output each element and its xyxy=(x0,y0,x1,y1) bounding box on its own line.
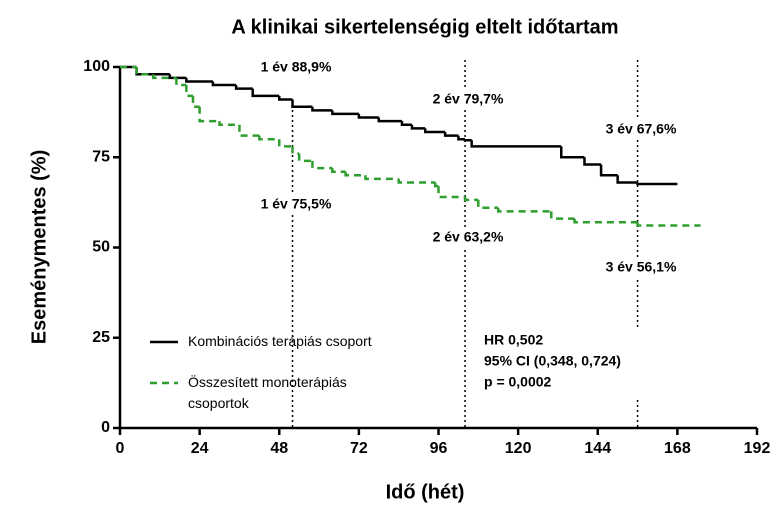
km-step xyxy=(496,207,552,213)
km-step xyxy=(443,131,459,137)
km-step xyxy=(573,218,638,224)
x-tick-label: 120 xyxy=(505,440,532,457)
x-axis-label: Idő (hét) xyxy=(386,481,465,503)
x-tick-label: 96 xyxy=(430,440,448,457)
x-tick-label: 144 xyxy=(584,440,611,457)
km-step xyxy=(560,146,585,159)
x-tick-label: 168 xyxy=(664,440,691,457)
km-step xyxy=(344,171,366,177)
x-tick-label: 48 xyxy=(270,440,288,457)
legend-label: Kombinációs terápiás csoport xyxy=(188,333,372,349)
x-tick-label: 0 xyxy=(116,440,125,457)
km-step xyxy=(636,222,701,227)
km-step xyxy=(135,67,154,76)
annotation-bg xyxy=(593,258,689,278)
km-step xyxy=(477,199,499,210)
km-step xyxy=(198,106,220,123)
km-step xyxy=(463,196,479,202)
km-step xyxy=(211,81,237,87)
y-tick-label: 50 xyxy=(92,239,110,256)
km-step xyxy=(297,153,313,163)
annotation-bg xyxy=(593,120,689,140)
km-step xyxy=(251,88,280,98)
km-step xyxy=(311,160,333,170)
km-step xyxy=(583,157,602,166)
km-step xyxy=(291,146,300,155)
km-step xyxy=(175,77,187,87)
km-step xyxy=(234,85,253,90)
x-tick-label: 24 xyxy=(191,440,209,457)
stat-text: 95% CI (0,348, 0,724) xyxy=(484,353,621,369)
stat-text: p = 0,0002 xyxy=(484,374,552,390)
km-step xyxy=(331,110,359,116)
km-step xyxy=(457,135,466,141)
annotation: 1 év 75,5% xyxy=(261,196,332,212)
km-step xyxy=(278,95,293,101)
y-tick-label: 75 xyxy=(92,148,110,165)
km-step xyxy=(278,139,293,148)
km-step xyxy=(185,85,193,98)
km-step xyxy=(463,139,472,142)
legend-label: Összesített monoterápiás csoportok xyxy=(188,374,347,411)
y-tick-label: 0 xyxy=(101,419,110,436)
km-step xyxy=(151,74,177,80)
km-step xyxy=(377,117,403,123)
km-step xyxy=(437,186,466,199)
km-step xyxy=(433,182,439,188)
km-step xyxy=(470,140,562,148)
x-tick-label: 192 xyxy=(744,440,771,457)
km-step xyxy=(550,211,575,220)
chart-title: A klinikai sikertelenségig eltelt időtar… xyxy=(231,16,618,38)
annotation-bg xyxy=(248,195,344,215)
annotation-bg xyxy=(248,58,344,78)
km-step xyxy=(258,135,280,141)
stat-text: HR 0,502 xyxy=(484,332,543,348)
y-axis-label: Eseménymentes (%) xyxy=(28,150,50,345)
km-step xyxy=(191,95,200,108)
km-step xyxy=(357,113,379,119)
annotation-bg xyxy=(420,228,516,248)
stats-bg xyxy=(480,328,676,398)
km-step xyxy=(423,128,446,134)
km-step xyxy=(218,121,240,127)
km-step xyxy=(331,168,346,173)
km-step xyxy=(599,164,618,177)
annotation: 3 év 67,6% xyxy=(606,121,677,137)
annotation: 2 év 63,2% xyxy=(433,229,504,245)
y-tick-label: 100 xyxy=(83,58,110,75)
km-step xyxy=(364,175,399,181)
km-step xyxy=(616,175,638,184)
km-step xyxy=(397,178,436,184)
km-step xyxy=(185,77,213,83)
km-step xyxy=(410,124,426,130)
km-step xyxy=(311,106,333,112)
annotation: 2 év 79,7% xyxy=(433,91,504,107)
km-step xyxy=(291,99,313,108)
km-step xyxy=(400,121,412,127)
km-step xyxy=(168,74,187,80)
annotation: 3 év 56,1% xyxy=(606,259,677,275)
x-tick-label: 72 xyxy=(350,440,368,457)
km-step xyxy=(636,182,678,186)
km-step xyxy=(238,124,260,137)
annotation: 1 év 88,9% xyxy=(261,59,332,75)
y-tick-label: 25 xyxy=(92,329,110,346)
annotation-bg xyxy=(420,90,516,110)
